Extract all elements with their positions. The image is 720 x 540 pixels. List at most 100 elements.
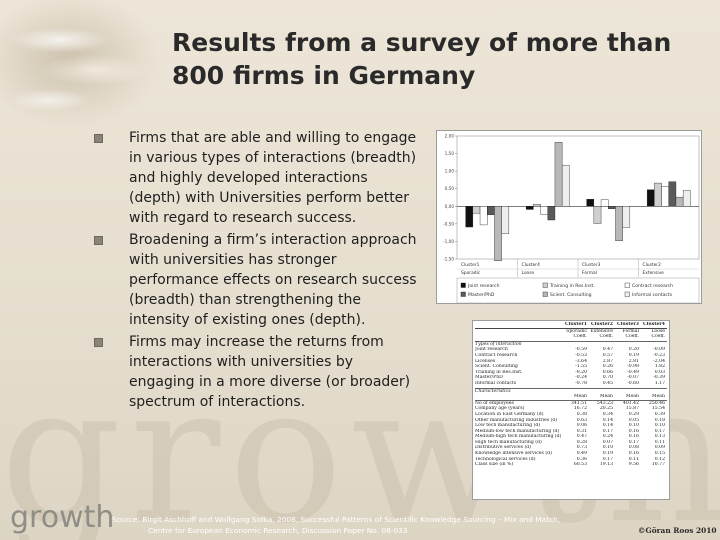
legend-label: Training in Res.Inst. <box>549 283 595 289</box>
table-cell: 0.17 <box>602 456 613 462</box>
source-line1: Source: Birgit Aschhoff and Wolfgang Sof… <box>112 515 561 524</box>
table-row-label <box>475 394 561 400</box>
table-section-characteristics: Characteristics <box>475 387 667 395</box>
table-cell: -0.53 <box>575 352 587 358</box>
table-row: Medium-high tech manufacturing (d) 0.47 0.… <box>475 434 667 440</box>
table-cell: -0.39 <box>653 375 665 381</box>
y-tick-label: 0,00 <box>445 204 455 209</box>
table-cell: 0.17 <box>628 439 639 445</box>
table-row: Medium-low tech manufacturing (d) 0.31 0.1… <box>475 429 667 435</box>
bar <box>654 182 662 207</box>
source-citation: Source: Birgit Aschhoff and Wolfgang Sof… <box>112 514 622 536</box>
bar <box>600 199 609 207</box>
bar <box>487 206 495 215</box>
table-row: Technological services (d) 0.36 0.17 0.11 0.… <box>475 457 667 463</box>
slide-title: Results from a survey of more than 800 f… <box>172 26 692 92</box>
table-cell: 0.57 <box>602 352 613 358</box>
table-cell: -0.78 <box>575 380 587 386</box>
table-row-label <box>475 334 561 340</box>
table-cell: -0.49 <box>627 369 639 375</box>
bar <box>525 206 534 210</box>
table-cell: 0.08 <box>628 445 639 451</box>
table-cell: 1.82 <box>654 364 665 370</box>
table-cell: 0.16 <box>628 428 639 434</box>
table-cell: 0.17 <box>602 428 613 434</box>
table-cell: 15.87 <box>625 406 639 412</box>
table-subheader-row: Sporadic Extensive Formal Loose <box>475 329 667 335</box>
table-cell: 0.09 <box>654 445 665 451</box>
table-cell: 0.12 <box>654 456 665 462</box>
table-row: Training in Res.Inst. -0.20 0.66 -0.49 0.03 <box>475 370 667 376</box>
table-row-label: Medium-high tech manufacturing (d) <box>475 434 561 440</box>
table-row-label: Knowledge intensive services (d) <box>475 451 552 457</box>
bullet-item: Firms may increase the returns from inte… <box>92 332 422 412</box>
table-cell: 0.16 <box>628 434 639 440</box>
legend-swatch <box>624 291 630 297</box>
x-tick-label: Formal <box>582 270 597 276</box>
table-cell: 0.73 <box>576 445 587 451</box>
x-tick-label: Cluster1 <box>461 262 480 268</box>
table-cell: Coeff. <box>599 334 613 340</box>
table-row-label: High tech manufacturing (d) <box>475 439 542 445</box>
table-row: Class size (in %) 60.53 19.13 9.56 10.77 <box>475 462 667 468</box>
table-cell: 0.39 <box>654 411 665 417</box>
table-cell: -3.64 <box>575 358 587 364</box>
bar <box>540 206 548 215</box>
bar <box>547 206 556 221</box>
table-cell: 19.13 <box>599 462 613 468</box>
table-cell: 0.31 <box>576 428 587 434</box>
bar <box>682 190 691 207</box>
table-cell: 0.05 <box>628 417 639 423</box>
table-cell: 0.14 <box>602 423 613 429</box>
mushroom-photo <box>0 0 170 140</box>
legend-swatch <box>460 282 466 288</box>
x-tick-label: Loose <box>522 270 535 276</box>
y-tick-label: 1,50 <box>445 151 455 156</box>
table-cell: 0.16 <box>628 451 639 457</box>
bar <box>646 189 655 207</box>
table-cell: 0.03 <box>654 369 665 375</box>
bar <box>479 206 488 226</box>
table-row: Company age (years) 16.72 20.25 15.87 15.54 <box>475 406 667 412</box>
table-cell: 1.17 <box>654 380 665 386</box>
copyright-notice: ©Göran Roos 2010 <box>638 526 717 535</box>
table-cell: -0.07 <box>627 375 639 381</box>
bullet-item: Firms that are able and willing to engag… <box>92 128 422 228</box>
bar <box>675 196 684 207</box>
table-cell: 341.51 <box>570 400 587 406</box>
table-cell: Cluster2 <box>591 322 613 327</box>
table-coeff-row: Coeff. Coeff. Coeff. Coeff. <box>475 334 667 340</box>
bullet-text: Firms that are able and willing to engag… <box>129 130 417 226</box>
table-cell: 0.10 <box>654 423 665 429</box>
y-tick-label: -1,00 <box>443 239 454 244</box>
bullet-item: Broadening a firm’s interaction approach… <box>92 230 422 330</box>
table-cell: 0.34 <box>602 411 613 417</box>
table-row-label: Joint research <box>475 347 508 353</box>
table-row: Distributive services (d) 0.73 0.10 0.08 0.0… <box>475 445 667 451</box>
table-row: Location in East Germany (d) 0.38 0.34 0.29… <box>475 412 667 418</box>
table-cell: 0.49 <box>576 451 587 457</box>
table-cell: 0.06 <box>576 423 587 429</box>
table-row: High tech manufacturing (d) 0.28 0.07 0.17 0… <box>475 440 667 446</box>
table-row: Contract research -0.53 0.57 0.19 -0.23 <box>475 353 667 359</box>
table-row: Licenses -3.64 2.87 2.81 -2.04 <box>475 359 667 365</box>
cluster-table: Cluster1 Cluster2 Cluster3 Cluster4 Sporadic… <box>472 320 670 500</box>
table-cell: Loose <box>651 328 665 334</box>
table-cell: 0.63 <box>576 417 587 423</box>
table-cell: Mean <box>625 394 639 400</box>
table-row-label: Class size (in %) <box>475 462 514 468</box>
table-cell: Mean <box>651 394 665 400</box>
table-mean-row: Mean Mean Mean Mean <box>475 394 667 401</box>
table-cell: 0.38 <box>576 411 587 417</box>
table-body: Cluster1 Cluster2 Cluster3 Cluster4 Sporadic… <box>475 322 667 468</box>
bar <box>533 203 541 207</box>
bullet-text: Broadening a firm’s interaction approach… <box>129 232 417 328</box>
bar <box>472 206 481 214</box>
table-row-label: Company age (years) <box>475 406 525 412</box>
legend-label: Master/PhD <box>468 292 495 298</box>
table-cell: 0.20 <box>628 347 639 353</box>
table-cell: 0.26 <box>602 364 613 370</box>
table-cell: 9.56 <box>628 462 639 468</box>
table-cell: Formal <box>622 328 639 334</box>
table-cell: Cluster1 <box>565 322 587 327</box>
